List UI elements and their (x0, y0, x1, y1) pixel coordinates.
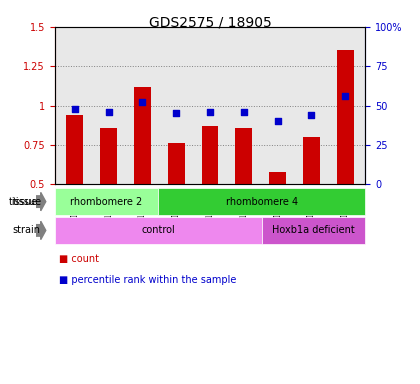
Point (274, 118, 281, 124)
Point (105, 109, 112, 115)
Point (342, 93, 349, 99)
Bar (269, 172, 286, 184)
Bar (168, 143, 185, 184)
Bar (337, 50, 354, 184)
Bar (134, 87, 151, 184)
FancyArrow shape (36, 221, 46, 240)
Point (173, 111, 180, 117)
Bar (235, 127, 252, 184)
Text: control: control (141, 225, 175, 235)
Text: rhombomere 4: rhombomere 4 (226, 197, 298, 207)
Point (71, 106, 78, 112)
Text: tissue: tissue (13, 197, 42, 207)
Text: ■ percentile rank within the sample: ■ percentile rank within the sample (59, 275, 236, 285)
Bar (303, 137, 320, 184)
Point (207, 109, 213, 115)
Point (308, 112, 315, 118)
Bar (100, 127, 117, 184)
Text: GDS2575 / 18905: GDS2575 / 18905 (149, 15, 271, 29)
Text: rhombomere 2: rhombomere 2 (70, 197, 142, 207)
Text: Hoxb1a deficient: Hoxb1a deficient (272, 225, 355, 235)
FancyArrow shape (36, 192, 46, 211)
Text: ■ count: ■ count (59, 254, 99, 264)
Point (240, 109, 247, 115)
Text: strain: strain (13, 225, 41, 235)
Bar (66, 115, 83, 184)
Point (139, 99, 146, 106)
Text: tissue: tissue (8, 197, 37, 207)
Bar (202, 126, 218, 184)
